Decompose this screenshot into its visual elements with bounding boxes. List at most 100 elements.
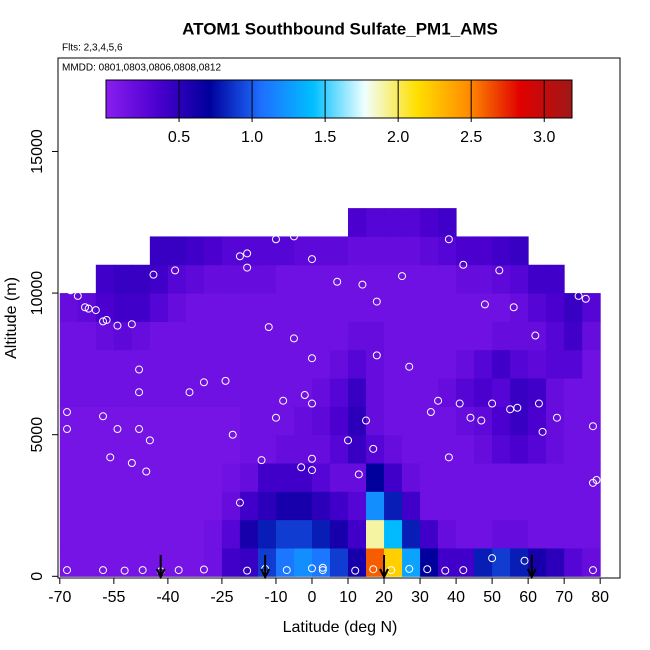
colorbar — [105, 79, 573, 119]
heat-cell — [456, 547, 475, 577]
sample-point — [459, 566, 468, 575]
sample-point — [199, 378, 208, 387]
heat-cell — [185, 547, 205, 577]
sample-point — [372, 351, 381, 360]
heat-cell — [167, 547, 187, 577]
heat-cell — [185, 264, 205, 294]
sample-point — [552, 413, 561, 422]
sample-point — [405, 362, 414, 371]
sample-point — [455, 399, 464, 408]
heat-cell — [239, 264, 259, 294]
sample-point — [556, 252, 565, 261]
heat-cell — [275, 293, 295, 322]
heat-cell — [420, 547, 439, 577]
heat-cell — [510, 378, 529, 407]
heat-cell — [149, 349, 169, 379]
y-tick-label: 5000 — [29, 417, 46, 453]
heat-cell — [384, 491, 403, 521]
heat-cell — [510, 491, 529, 521]
heat-cell — [420, 378, 439, 407]
heat-cell — [167, 434, 187, 464]
heat-cell — [149, 236, 169, 266]
heat-cell — [329, 378, 349, 407]
heat-cell — [167, 349, 187, 379]
x-tick-label: 80 — [591, 589, 609, 606]
heat-cell — [438, 264, 457, 294]
sample-point — [466, 413, 475, 422]
heat-cell — [402, 378, 421, 407]
heat-cell — [95, 378, 115, 407]
x-axis-label: Latitude (deg N) — [283, 619, 398, 636]
heat-cell — [348, 321, 367, 351]
heat-cell — [311, 547, 331, 577]
heat-cell — [239, 406, 259, 436]
x-tick-label: 10 — [339, 589, 357, 606]
sample-point — [538, 427, 547, 436]
heat-cell — [293, 378, 313, 407]
sample-point — [271, 413, 280, 422]
heat-cell — [492, 519, 511, 549]
heat-cell — [564, 293, 583, 322]
heat-cell — [131, 406, 151, 436]
heat-cell — [257, 547, 277, 577]
heat-cell — [131, 264, 151, 294]
sample-point — [495, 266, 504, 275]
heat-cell — [474, 491, 493, 521]
heat-cell — [329, 406, 349, 436]
heat-cell — [203, 434, 223, 464]
heat-cell — [456, 264, 475, 294]
heat-cell — [95, 463, 115, 492]
heat-cell — [113, 463, 133, 492]
heat-cell — [366, 321, 385, 351]
heat-cell — [221, 491, 241, 521]
heat-cell — [420, 264, 439, 294]
heat-cell — [384, 434, 403, 464]
heat-cell — [456, 406, 475, 436]
sample-point — [81, 303, 90, 312]
heat-cell — [456, 519, 475, 549]
heat-cell — [329, 491, 349, 521]
heat-cell — [293, 519, 313, 549]
heat-cell — [239, 519, 259, 549]
sample-point — [135, 425, 144, 434]
sample-point — [405, 564, 414, 573]
heat-cell — [95, 349, 115, 379]
sample-point — [426, 408, 435, 417]
heat-cell — [348, 547, 367, 577]
heat-cell — [492, 378, 511, 407]
heat-cell — [275, 547, 295, 577]
heat-cell — [456, 463, 475, 492]
heat-cell — [456, 434, 475, 464]
marker-arrow — [260, 555, 271, 580]
x-tick-label: 60 — [519, 589, 537, 606]
heat-cell — [239, 491, 259, 521]
heat-cell — [528, 463, 547, 492]
heat-cell — [203, 491, 223, 521]
heat-cell — [510, 434, 529, 464]
heat-cell — [420, 491, 439, 521]
sample-point — [480, 300, 489, 309]
heat-cell — [185, 378, 205, 407]
sample-point — [307, 255, 316, 264]
heat-cell — [311, 349, 331, 379]
heat-cell — [275, 434, 295, 464]
colorbar-tick-label: 0.5 — [168, 129, 190, 146]
heat-cell — [59, 434, 79, 464]
sample-point — [99, 412, 108, 421]
sample-point — [488, 554, 497, 563]
heat-cell — [311, 236, 331, 266]
heat-cell — [438, 463, 457, 492]
heat-cell — [582, 463, 601, 492]
sample-point — [444, 235, 453, 244]
sample-point — [135, 388, 144, 397]
heat-cell — [113, 378, 133, 407]
heat-cell — [420, 349, 439, 379]
heat-cell — [77, 349, 97, 379]
heat-cell — [239, 463, 259, 492]
sample-point — [423, 565, 432, 574]
heat-cell — [546, 463, 565, 492]
sample-point — [113, 321, 122, 330]
x-tick-label: -55 — [102, 589, 125, 606]
heat-cell — [384, 349, 403, 379]
heat-cell — [582, 547, 601, 577]
